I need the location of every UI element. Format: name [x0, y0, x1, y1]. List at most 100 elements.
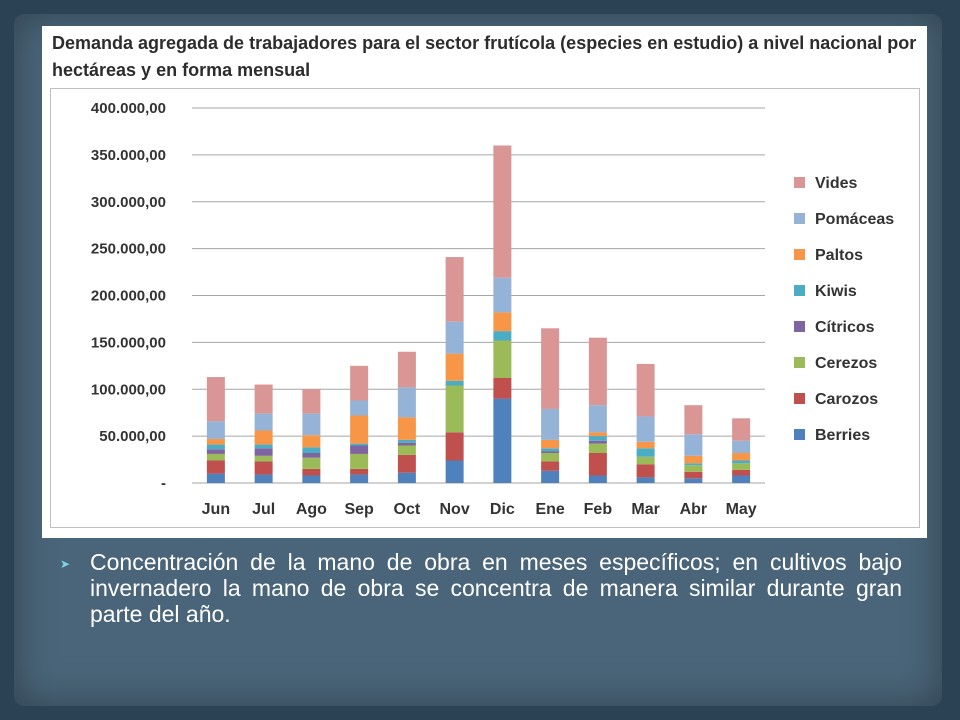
bar-segment	[397, 454, 416, 473]
y-tick-label: 50.000,00	[99, 428, 166, 445]
bar-segment	[541, 328, 560, 409]
bar-segment	[636, 416, 655, 442]
bar-segment	[588, 436, 607, 441]
bar-segment	[397, 445, 416, 455]
x-tick-label: Jun	[202, 501, 230, 518]
bar-segment	[541, 470, 560, 483]
legend-swatch	[794, 249, 805, 260]
bar-segment	[684, 465, 703, 472]
bar-segment	[350, 443, 369, 446]
bar-segment	[302, 447, 321, 453]
legend: Vides Pomáceas Paltos Kiwis Cítricos Cerezos C…	[794, 175, 894, 444]
x-tick-label: May	[726, 501, 757, 518]
y-tick-label: 200.000,00	[91, 288, 166, 305]
bar-segment	[254, 474, 273, 483]
bar-segment	[350, 468, 369, 475]
bar-segment	[732, 453, 751, 461]
bar-segment	[397, 351, 416, 388]
y-tick-label: 300.000,00	[91, 194, 166, 211]
bar-segment	[541, 451, 560, 453]
bar-segment	[254, 455, 273, 462]
bar-segment	[254, 448, 273, 456]
stacked-bar-chart: - 50.000,00 100.000,00 150.000,00 200.000,00…	[91, 100, 894, 518]
bar-segment	[732, 418, 751, 441]
bar-segment	[445, 257, 464, 322]
bar-segment	[254, 384, 273, 414]
bar-segment	[397, 442, 416, 446]
bar-segment	[732, 475, 751, 483]
bar-segment	[206, 453, 225, 461]
x-tick-label: Ene	[535, 501, 564, 518]
bar-segment	[588, 453, 607, 476]
bar-segment	[636, 441, 655, 449]
bar-segment	[445, 353, 464, 381]
bar-segment	[732, 463, 751, 470]
bar-segment	[684, 405, 703, 435]
legend-swatch	[794, 177, 805, 188]
bar-segment	[254, 430, 273, 445]
bar-segment	[350, 445, 369, 454]
y-tick-label: -	[161, 475, 166, 492]
bar-segment	[254, 413, 273, 431]
bar-segment	[732, 440, 751, 453]
chart-title: Demanda agregada de trabajadores para el…	[52, 33, 917, 80]
bar-segment	[588, 475, 607, 483]
x-tick-label: Oct	[394, 501, 421, 518]
legend-swatch	[794, 321, 805, 332]
legend-label: Vides	[815, 175, 858, 192]
legend-label: Cerezos	[815, 355, 877, 372]
bar-segment	[684, 463, 703, 466]
bar-segment	[206, 449, 225, 454]
bar-segment	[493, 340, 512, 378]
bars	[206, 145, 751, 483]
legend-swatch	[794, 429, 805, 440]
x-tick-label: Nov	[440, 501, 470, 518]
y-tick-label: 400.000,00	[91, 100, 166, 117]
bar-segment	[493, 331, 512, 341]
bar-segment	[206, 444, 225, 450]
arrow-bullet-icon: ➤	[60, 557, 71, 571]
bar-segment	[541, 461, 560, 471]
bar-segment	[541, 439, 560, 449]
bar-segment	[445, 380, 464, 386]
bar-segment	[636, 363, 655, 417]
legend-label: Berries	[815, 427, 870, 444]
bar-segment	[445, 385, 464, 433]
bar-segment	[350, 474, 369, 483]
x-tick-label: Sep	[344, 501, 374, 518]
bar-segment	[350, 415, 369, 444]
x-tick-label: Ago	[296, 501, 327, 518]
plot-frame	[50, 88, 920, 528]
bar-segment	[493, 145, 512, 278]
bar-segment	[541, 408, 560, 440]
bar-segment	[302, 453, 321, 458]
bar-segment	[493, 378, 512, 399]
bar-segment	[588, 337, 607, 406]
bar-segment	[206, 377, 225, 422]
gridlines	[192, 107, 765, 484]
bar-segment	[588, 432, 607, 437]
bar-segment	[541, 453, 560, 462]
bar-segment	[636, 456, 655, 465]
bar-segment	[206, 460, 225, 474]
legend-swatch	[794, 357, 805, 368]
legend-label: Paltos	[815, 247, 863, 264]
bar-segment	[493, 398, 512, 483]
bar-segment	[302, 475, 321, 483]
bar-segment	[588, 443, 607, 453]
bar-segment	[445, 460, 464, 483]
bar-segment	[350, 365, 369, 401]
x-tick-label: Mar	[631, 501, 659, 518]
y-tick-label: 150.000,00	[91, 334, 166, 351]
y-tick-label: 100.000,00	[91, 381, 166, 398]
bar-segment	[302, 413, 321, 436]
bar-segment	[302, 389, 321, 414]
legend-label: Pomáceas	[815, 211, 894, 228]
y-tick-label: 350.000,00	[91, 147, 166, 164]
bar-segment	[302, 468, 321, 476]
bar-segment	[302, 457, 321, 469]
x-tick-label: Abr	[680, 501, 708, 518]
bar-segment	[636, 464, 655, 478]
y-tick-label: 250.000,00	[91, 241, 166, 258]
